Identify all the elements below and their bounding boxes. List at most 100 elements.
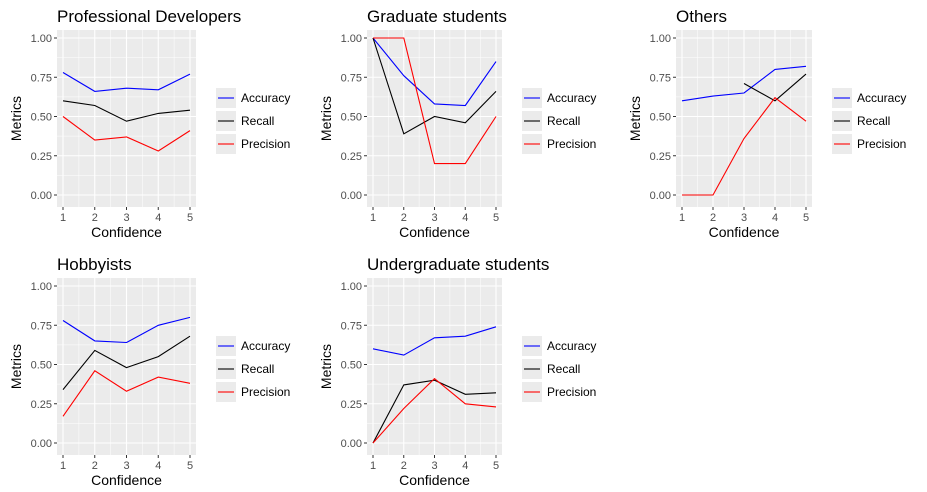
x-tick-label: 4: [462, 212, 468, 224]
x-tick-label: 4: [462, 460, 468, 472]
y-axis-label: Metrics: [8, 344, 24, 389]
x-tick-label: 3: [123, 460, 129, 472]
x-tick-label: 2: [401, 460, 407, 472]
y-tick-label: 0.50: [341, 112, 362, 124]
legend-label-accuracy: Accuracy: [241, 91, 290, 105]
series-line-precision: [62, 116, 191, 152]
x-tick-label: 1: [679, 212, 685, 224]
y-tick-label: 0.25: [341, 151, 362, 163]
panel-title: Graduate students: [367, 7, 507, 26]
chart-panel-0: 0.00 0.25 0.50 0.75 1.00 1 2 3 4 5 Professional De…: [8, 7, 290, 240]
y-tick-label: 0.25: [31, 151, 52, 163]
panel-title: Others: [676, 7, 727, 26]
y-tick-label: 0.75: [31, 320, 52, 332]
y-tick-label: 0.75: [31, 72, 52, 84]
series-line-recall: [743, 73, 807, 102]
legend-label-precision: Precision: [241, 137, 290, 151]
y-tick-label: 1.00: [341, 33, 362, 45]
y-tick-label: 0.75: [650, 72, 671, 84]
y-tick-label: 1.00: [650, 33, 671, 45]
chart-panel-2: 0.00 0.25 0.50 0.75 1.00 1 2 3 4 5 Others Confidenc…: [627, 7, 906, 240]
panel-title: Hobbyists: [57, 255, 132, 274]
panel-title: Professional Developers: [57, 7, 241, 26]
y-tick-label: 0.75: [341, 72, 362, 84]
series-line-accuracy: [372, 37, 497, 107]
series-line-precision: [373, 37, 497, 165]
x-tick-label: 4: [155, 212, 161, 224]
legend-label-accuracy: Accuracy: [547, 339, 596, 353]
x-tick-label: 1: [60, 460, 66, 472]
y-tick-label: 0.00: [31, 190, 52, 202]
legend-label-recall: Recall: [547, 362, 580, 376]
legend-label-accuracy: Accuracy: [547, 91, 596, 105]
y-tick-label: 0.25: [650, 151, 671, 163]
series-line-accuracy: [62, 72, 191, 92]
x-tick-label: 3: [431, 460, 437, 472]
series-line-accuracy: [372, 326, 497, 356]
x-tick-label: 2: [92, 460, 98, 472]
y-axis-label: Metrics: [627, 96, 643, 141]
x-tick-label: 5: [493, 212, 499, 224]
series-line-recall: [62, 100, 191, 122]
chart-panel-4: 0.00 0.25 0.50 0.75 1.00 1 2 3 4 5 Undergraduate s…: [318, 255, 596, 488]
x-tick-label: 3: [123, 212, 129, 224]
legend-label-precision: Precision: [547, 137, 596, 151]
legend-label-recall: Recall: [857, 114, 890, 128]
y-tick-label: 1.00: [31, 281, 52, 293]
legend-label-accuracy: Accuracy: [241, 339, 290, 353]
y-tick-label: 0.50: [31, 112, 52, 124]
x-axis-label: Confidence: [91, 472, 162, 488]
legend-label-precision: Precision: [547, 385, 596, 399]
x-tick-label: 3: [431, 212, 437, 224]
y-tick-label: 0.75: [341, 320, 362, 332]
x-tick-label: 5: [493, 460, 499, 472]
x-tick-label: 3: [741, 212, 747, 224]
y-tick-label: 1.00: [341, 281, 362, 293]
series-line-accuracy: [62, 316, 191, 344]
y-axis-label: Metrics: [8, 96, 24, 141]
series-line-recall: [372, 37, 497, 135]
legend-label-recall: Recall: [241, 114, 274, 128]
x-axis-label: Confidence: [399, 224, 470, 240]
x-tick-label: 2: [92, 212, 98, 224]
y-axis-label: Metrics: [318, 344, 334, 389]
y-tick-label: 0.00: [31, 438, 52, 450]
y-tick-label: 0.25: [341, 399, 362, 411]
y-tick-label: 0.00: [341, 438, 362, 450]
series-line-precision: [682, 96, 807, 196]
y-tick-label: 1.00: [31, 33, 52, 45]
x-tick-label: 4: [772, 212, 778, 224]
legend-label-recall: Recall: [547, 114, 580, 128]
series-line-accuracy: [681, 65, 807, 102]
y-axis-label: Metrics: [318, 96, 334, 141]
chart-panel-3: 0.00 0.25 0.50 0.75 1.00 1 2 3 4 5 Hobbyists Confid…: [8, 255, 290, 488]
y-tick-label: 0.25: [31, 399, 52, 411]
series-line-recall: [62, 335, 191, 390]
x-tick-label: 5: [187, 212, 193, 224]
x-tick-label: 1: [370, 460, 376, 472]
series-line-recall: [372, 379, 497, 444]
x-tick-label: 2: [710, 212, 716, 224]
legend-label-precision: Precision: [857, 137, 906, 151]
x-tick-label: 4: [155, 460, 161, 472]
x-tick-label: 5: [187, 460, 193, 472]
y-tick-label: 0.00: [341, 190, 362, 202]
chart-panel-1: 0.00 0.25 0.50 0.75 1.00 1 2 3 4 5 Graduate studen…: [318, 7, 596, 240]
x-tick-label: 1: [370, 212, 376, 224]
y-tick-label: 0.50: [31, 360, 52, 372]
y-tick-label: 0.50: [341, 360, 362, 372]
x-axis-label: Confidence: [399, 472, 470, 488]
x-tick-label: 1: [60, 212, 66, 224]
legend-label-accuracy: Accuracy: [857, 91, 906, 105]
legend-label-precision: Precision: [241, 385, 290, 399]
x-tick-label: 2: [401, 212, 407, 224]
y-tick-label: 0.00: [650, 190, 671, 202]
x-axis-label: Confidence: [91, 224, 162, 240]
x-tick-label: 5: [803, 212, 809, 224]
x-axis-label: Confidence: [709, 224, 780, 240]
legend-label-recall: Recall: [241, 362, 274, 376]
panel-title: Undergraduate students: [367, 255, 549, 274]
series-line-precision: [62, 370, 191, 417]
y-tick-label: 0.50: [650, 112, 671, 124]
